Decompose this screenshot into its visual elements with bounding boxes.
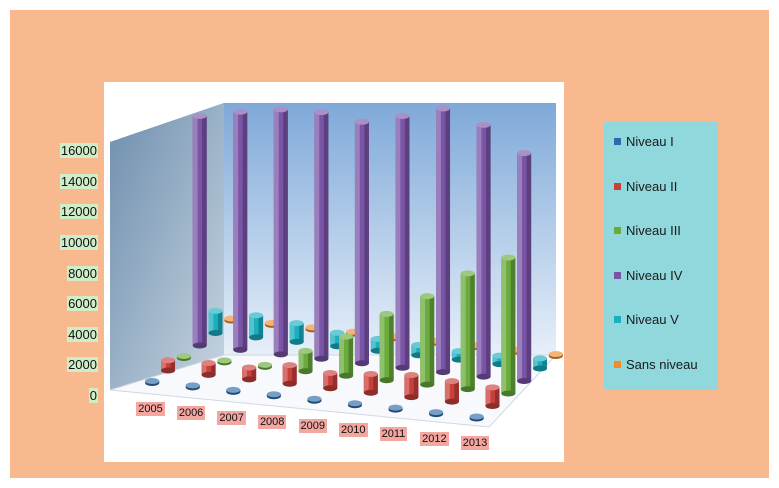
legend-item: Sans niveau [614, 357, 698, 372]
column-niveau-iv-2012 [476, 121, 491, 380]
column-niveau-iii-2005 [176, 352, 191, 361]
column-niveau-i-2005 [145, 377, 160, 386]
column-niveau-iii-2010 [379, 310, 394, 384]
plot-area [104, 82, 564, 462]
x-tick-label: 2006 [176, 406, 206, 421]
column-niveau-v-2007 [289, 320, 304, 345]
column-niveau-i-2008 [266, 391, 281, 400]
legend-swatch [614, 360, 621, 368]
column-niveau-ii-2010 [363, 370, 378, 396]
legend-swatch [614, 227, 621, 234]
column-niveau-i-2009 [307, 395, 322, 404]
x-tick-label: 2008 [257, 414, 287, 429]
column-niveau-i-2012 [429, 409, 444, 418]
y-tick-label: 10000 [59, 234, 98, 250]
column-niveau-iv-2008 [314, 109, 329, 362]
y-tick-label: 8000 [67, 265, 98, 281]
column-niveau-ii-2008 [282, 362, 297, 387]
legend-item: Niveau II [614, 179, 677, 194]
side-wall [110, 103, 224, 390]
column-niveau-i-2010 [347, 400, 362, 409]
column-niveau-v-2013 [532, 355, 547, 372]
column-niveau-ii-2007 [242, 364, 257, 383]
y-tick-label: 6000 [67, 296, 98, 312]
legend: Niveau I Niveau II Niveau III Niveau IV Nive… [604, 122, 718, 390]
column-niveau-iv-2010 [395, 112, 410, 371]
column-niveau-ii-2011 [404, 372, 419, 401]
legend-swatch [614, 182, 621, 190]
y-tick-label: 2000 [67, 357, 98, 373]
legend-label: Niveau III [626, 223, 681, 238]
column-niveau-iii-2007 [257, 361, 272, 370]
x-tick-label: 2010 [339, 423, 368, 438]
column-niveau-iv-2011 [436, 105, 451, 376]
column-niveau-i-2013 [469, 413, 484, 422]
column-niveau-i-2011 [388, 404, 403, 413]
column-niveau-v-2006 [249, 312, 264, 341]
x-tick-label: 2007 [217, 410, 246, 425]
x-tick-label: 2012 [420, 431, 449, 446]
column-niveau-iii-2011 [420, 293, 435, 388]
legend-swatch [614, 316, 621, 323]
legend-label: Niveau I [626, 134, 674, 149]
legend-label: Sans niveau [626, 356, 698, 372]
legend-item: Niveau V [614, 312, 679, 327]
chart-3d-columns [109, 103, 563, 428]
column-niveau-iv-2013 [517, 150, 532, 385]
column-niveau-iv-2009 [354, 118, 369, 367]
column-niveau-ii-2012 [444, 378, 459, 405]
column-niveau-iii-2012 [460, 270, 475, 393]
legend-label: Niveau V [626, 312, 679, 327]
column-niveau-iii-2009 [339, 333, 354, 379]
column-sans-niveau-2013 [548, 351, 563, 360]
x-tick-label: 2009 [298, 419, 327, 433]
legend-swatch [614, 138, 621, 145]
legend-swatch [614, 271, 621, 279]
column-niveau-iii-2013 [501, 254, 516, 397]
column-niveau-ii-2006 [201, 360, 216, 378]
column-niveau-ii-2013 [485, 384, 500, 410]
x-tick-label: 2013 [460, 435, 490, 450]
column-niveau-ii-2005 [161, 357, 176, 374]
x-tick-label: 2011 [379, 427, 408, 442]
legend-label: Niveau IV [626, 267, 683, 283]
column-niveau-iv-2007 [273, 106, 288, 358]
y-tick-label: 4000 [67, 326, 98, 342]
legend-item: Niveau IV [614, 268, 682, 283]
column-niveau-iv-2005 [192, 112, 207, 349]
y-tick-label: 16000 [59, 143, 98, 158]
column-niveau-v-2005 [208, 307, 223, 336]
column-niveau-iii-2006 [217, 357, 232, 366]
column-niveau-i-2006 [185, 382, 200, 391]
column-niveau-iii-2008 [298, 347, 313, 375]
y-tick-label: 14000 [59, 173, 98, 189]
y-tick-label: 0 [88, 388, 98, 403]
legend-item: Niveau I [614, 134, 674, 149]
column-niveau-ii-2009 [323, 369, 338, 392]
y-tick-label: 12000 [59, 204, 98, 220]
x-tick-label: 2005 [136, 402, 165, 417]
legend-item: Niveau III [614, 223, 681, 238]
column-niveau-i-2007 [226, 386, 241, 395]
legend-label: Niveau II [626, 178, 678, 194]
column-niveau-iv-2006 [233, 108, 248, 353]
